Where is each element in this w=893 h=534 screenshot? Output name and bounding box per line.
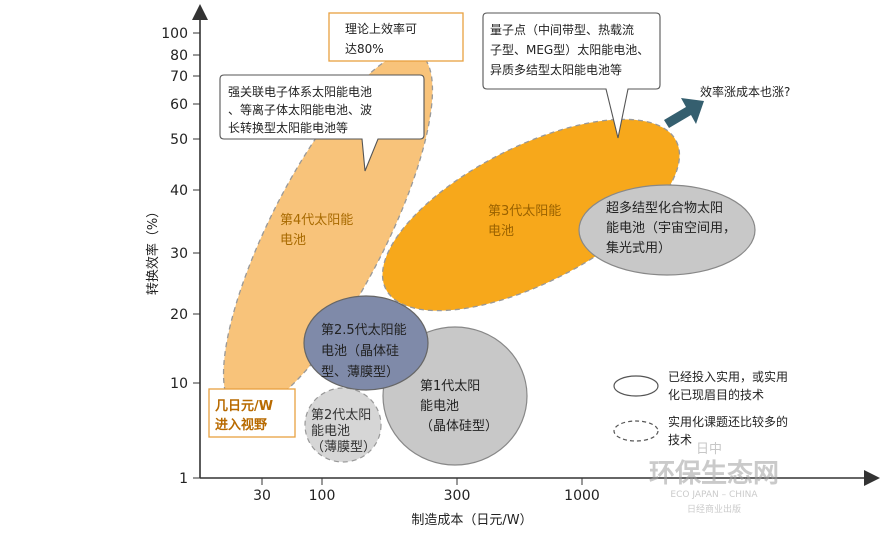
x-tick-30: 30 <box>253 488 271 504</box>
gen4-callout-text: 强关联电子体系太阳能电池 、等离子体太阳能电池、波 长转换型太阳能电池等 <box>228 84 376 135</box>
multijunction-label: 超多结型化合物太阳 能电池（宇宙空间用， 集光式用） <box>606 200 740 256</box>
gen3-callout <box>482 12 661 139</box>
y-tick-70: 70 <box>170 69 188 85</box>
y-tick-60: 60 <box>170 97 188 113</box>
y-tick-group <box>193 32 200 479</box>
y-tick-80: 80 <box>170 48 188 64</box>
few-yen-box <box>208 388 296 438</box>
x-axis-label: 制造成本（日元/W） <box>411 513 532 528</box>
gen4-callout <box>219 74 425 172</box>
y-tick-1: 1 <box>179 471 188 487</box>
gen3-region <box>381 118 681 312</box>
watermark-top: 日中 <box>696 442 722 457</box>
theory-box <box>328 12 464 62</box>
x-tick-100: 100 <box>309 488 336 504</box>
gen1-label: 第1代太阳 能电池 （晶体硅型） <box>420 379 498 434</box>
watermark-sub: ECO JAPAN – CHINA <box>670 490 758 500</box>
multijunction-region <box>578 184 756 276</box>
gen2-region <box>304 387 382 463</box>
x-tick-group <box>261 478 583 485</box>
legend-dashed-label: 实用化课题还比较多的 技术 <box>668 414 792 447</box>
trend-arrow-text: 效率涨成本也涨? <box>700 84 790 99</box>
y-tick-100: 100 <box>161 26 188 42</box>
gen25-label: 第2.5代太阳能 电池（晶体硅 型、薄膜型） <box>321 323 411 380</box>
y-tick-30: 30 <box>170 246 188 262</box>
trend-arrow <box>664 98 704 128</box>
y-tick-40: 40 <box>170 183 188 199</box>
gen3-callout-text: 量子点（中间带型、热载流 子型、MEG型）太阳能电池、 异质多结型太阳能电池等 <box>490 22 653 77</box>
gen25-region <box>303 295 429 391</box>
gen3-label: 第3代太阳能 电池 <box>488 204 565 239</box>
watermark: 日中 环保生态网 ECO JAPAN – CHINA 日经商业出版 <box>649 442 779 515</box>
theory-box-text: 理论上效率可 达80% <box>345 21 421 56</box>
legend-solid-swatch <box>613 375 659 397</box>
y-tick-50: 50 <box>170 132 188 148</box>
few-yen-text: 几日元/W 进入视野 <box>215 399 278 433</box>
legend-dashed-swatch <box>613 420 659 442</box>
x-tick-300: 300 <box>444 488 471 504</box>
y-tick-10: 10 <box>170 376 188 392</box>
gen4-label: 第4代太阳能 电池 <box>280 213 357 248</box>
legend-solid-label: 已经投入实用，或实用 化已现眉目的技术 <box>668 369 792 402</box>
y-tick-20: 20 <box>170 307 188 323</box>
gen2-label: 第2代太阳 能电池 （薄膜型） <box>311 408 376 455</box>
watermark-bottom: 日经商业出版 <box>687 503 741 515</box>
legend: 已经投入实用，或实用 化已现眉目的技术 实用化课题还比较多的 技术 <box>613 369 792 447</box>
x-tick-1000: 1000 <box>564 488 600 504</box>
y-axis-label: 转换效率（%） <box>145 205 161 295</box>
watermark-main: 环保生态网 <box>649 458 779 489</box>
